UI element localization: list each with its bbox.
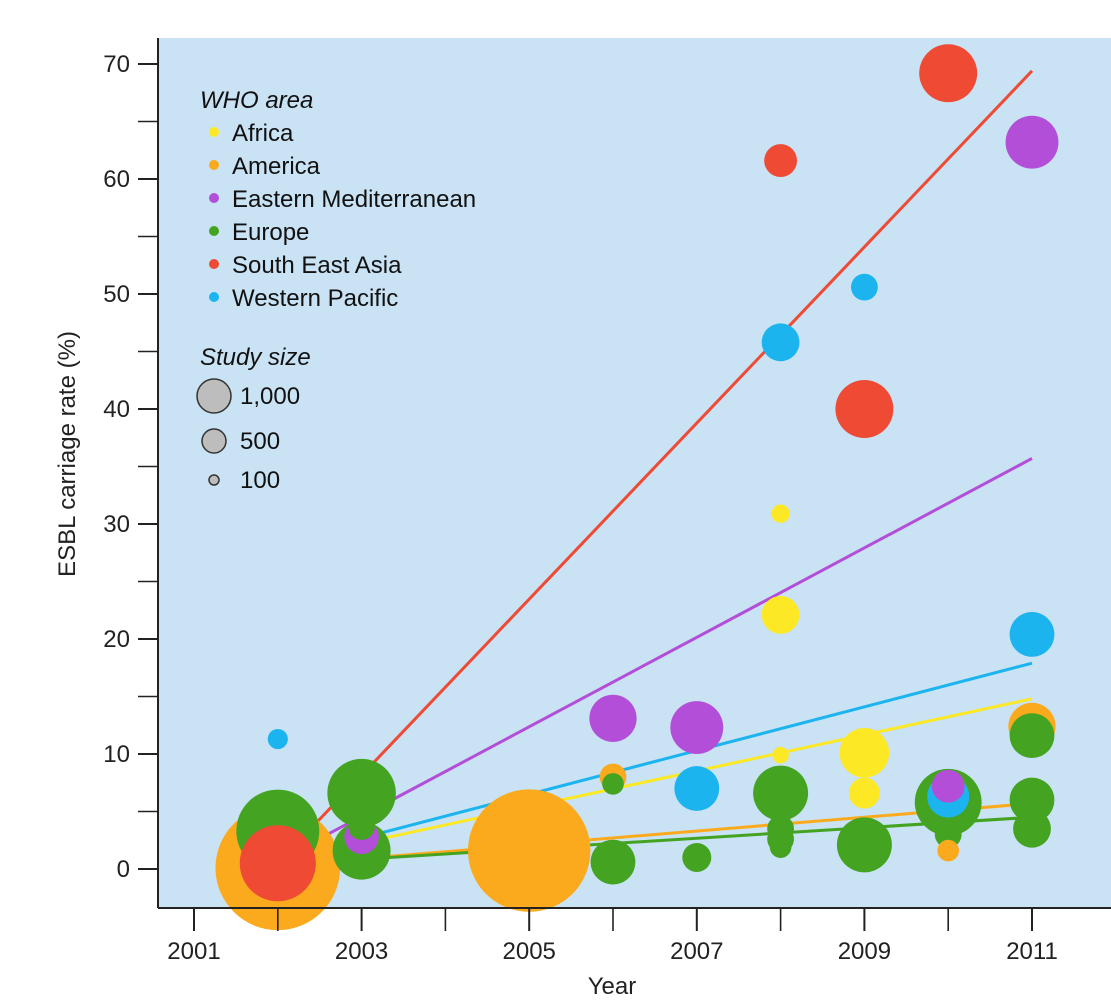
x-axis-title: Year xyxy=(588,973,637,1000)
x-tick-label: 2003 xyxy=(335,938,388,965)
point-africa xyxy=(761,595,800,634)
y-axis-title: ESBL carriage rate (%) xyxy=(54,331,81,577)
point-europe xyxy=(682,843,712,872)
point-europe xyxy=(769,836,792,858)
point-eastern-mediterranean xyxy=(1005,115,1059,169)
trend-line-eastern-mediterranean xyxy=(277,457,1033,863)
y-tick-label: 60 xyxy=(103,166,130,193)
x-tick-label: 2001 xyxy=(167,938,220,965)
y-tick-label: 20 xyxy=(103,626,130,653)
point-america xyxy=(937,839,960,862)
point-eastern-mediterranean xyxy=(931,769,965,803)
legend-label: Western Pacific xyxy=(232,285,398,312)
y-tick-label: 70 xyxy=(103,51,130,78)
point-europe xyxy=(348,813,375,840)
point-europe xyxy=(590,839,636,885)
trend-line-western-pacific xyxy=(277,661,1033,862)
point-europe xyxy=(1009,777,1055,823)
data-points xyxy=(215,44,1059,931)
size-legend-circle xyxy=(208,474,220,486)
point-south-east-asia xyxy=(764,144,798,178)
point-south-east-asia xyxy=(835,380,894,438)
legend-label: South East Asia xyxy=(232,252,402,279)
x-tick-label: 2011 xyxy=(1006,938,1058,965)
point-eastern-mediterranean xyxy=(589,694,637,742)
x-tick-label: 2009 xyxy=(838,938,891,965)
point-europe xyxy=(602,773,624,795)
legend-swatch xyxy=(209,292,219,302)
x-tick-label: 2005 xyxy=(503,938,556,965)
point-europe xyxy=(327,758,396,828)
size-legend-circle xyxy=(196,378,232,414)
point-europe xyxy=(1009,713,1055,758)
point-eastern-mediterranean xyxy=(670,701,724,754)
point-europe xyxy=(753,765,809,821)
legend-label: Europe xyxy=(232,219,309,246)
point-western-pacific xyxy=(674,766,720,811)
point-europe xyxy=(1013,809,1051,848)
legend-label: America xyxy=(232,153,321,180)
point-africa xyxy=(839,728,890,778)
legend-label: Eastern Mediterranean xyxy=(232,186,476,213)
y-tick-label: 10 xyxy=(103,741,130,768)
point-western-pacific xyxy=(1009,612,1055,657)
legend-title: WHO area xyxy=(200,87,313,114)
point-africa xyxy=(848,777,880,809)
legend-swatch xyxy=(209,160,219,170)
axis-ticks: 0 10 20 30 40 50 60 70 2001 2003 2005 2007 2009 2011 xyxy=(103,51,1058,965)
legend-items: Africa America Eastern Mediterranean Europe… xyxy=(209,120,476,312)
point-europe xyxy=(934,821,962,848)
legend-swatch xyxy=(209,193,219,203)
point-western-pacific xyxy=(851,273,878,301)
point-europe xyxy=(836,817,892,873)
point-south-east-asia xyxy=(919,44,978,103)
size-legend-label: 1,000 xyxy=(240,383,300,410)
trend-line-africa xyxy=(277,697,1033,863)
size-legend-label: 100 xyxy=(240,467,280,494)
legend-swatch xyxy=(209,259,219,269)
plot-area xyxy=(158,38,1111,908)
x-tick-label: 2007 xyxy=(670,938,723,965)
size-legend-items: 1,000 500 100 xyxy=(196,378,300,494)
y-tick-label: 0 xyxy=(117,856,130,883)
y-tick-label: 30 xyxy=(103,511,130,538)
y-tick-label: 40 xyxy=(103,396,130,423)
legend: WHO area Africa America Eastern Mediterran… xyxy=(196,87,476,494)
y-tick-label: 50 xyxy=(103,281,130,308)
trend-line-south-east-asia xyxy=(276,69,1034,865)
point-south-east-asia xyxy=(239,825,316,902)
legend-swatch xyxy=(209,226,219,236)
point-africa xyxy=(771,504,790,523)
point-western-pacific xyxy=(267,728,288,750)
point-western-pacific xyxy=(761,323,800,362)
size-legend-circle xyxy=(201,428,227,454)
trend-lines xyxy=(276,69,1034,868)
size-legend-label: 500 xyxy=(240,428,280,455)
legend-swatch xyxy=(209,127,219,137)
point-africa xyxy=(772,746,789,764)
trend-line-europe xyxy=(277,815,1033,866)
legend-label: Africa xyxy=(232,120,294,147)
point-america xyxy=(467,789,591,912)
axes xyxy=(157,38,1111,909)
size-legend-title: Study size xyxy=(200,344,311,371)
